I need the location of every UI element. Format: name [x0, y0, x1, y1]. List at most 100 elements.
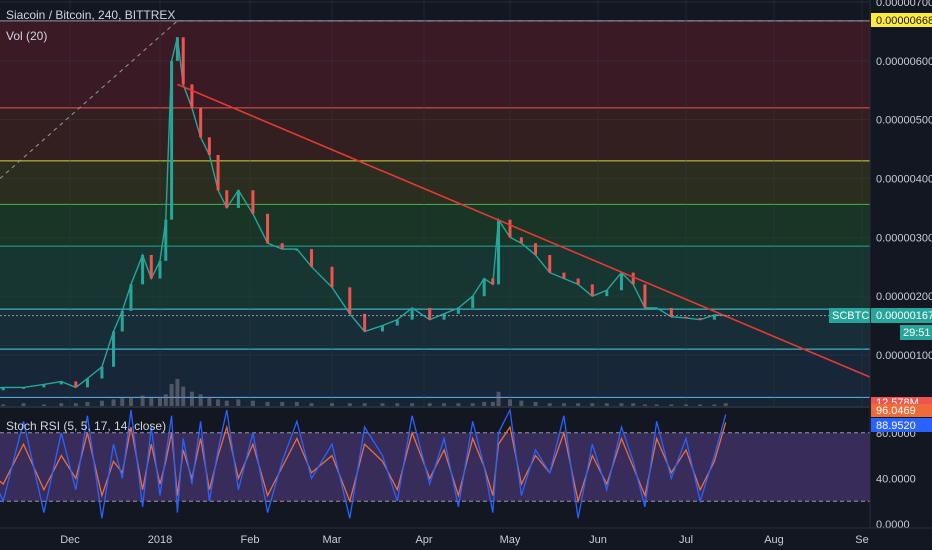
time-tick-label: Feb: [241, 534, 260, 546]
price-candle: [112, 331, 116, 367]
price-candle: [576, 278, 580, 285]
price-candle: [164, 219, 168, 261]
price-tick-label: 0.00000200: [876, 291, 932, 303]
rsi-d-tag: [871, 418, 932, 432]
price-candle: [442, 313, 446, 320]
volume-bar: [576, 403, 581, 407]
time-tick-label: Mar: [323, 534, 342, 546]
price-candle: [216, 154, 220, 191]
price-tick-label: 0.00000600: [876, 56, 932, 68]
time-tick-label: Se: [855, 534, 868, 546]
price-candle: [236, 190, 240, 208]
volume-bar: [294, 401, 299, 407]
volume-bar: [140, 395, 145, 407]
volume-bar: [395, 403, 400, 407]
price-candle: [456, 307, 460, 314]
fib-band: [0, 309, 870, 350]
volume-bar: [427, 403, 432, 407]
price-candle: [149, 254, 153, 279]
volume-bar: [250, 400, 255, 407]
volume-bar: [158, 396, 162, 407]
volume-bar: [619, 403, 624, 407]
price-tick-label: 0.00000100: [876, 350, 932, 362]
price-grid: [0, 0, 870, 528]
volume-bar: [189, 391, 194, 407]
symbol-tag-bg: [829, 308, 870, 323]
volume-bar: [265, 401, 270, 407]
volume-bar: [330, 403, 334, 407]
volume-bar: [547, 403, 552, 407]
price-candle: [175, 37, 179, 61]
high-price-label: 0.00000668: [876, 15, 932, 27]
volume-bar: [490, 401, 495, 407]
symbol-tag: SCBTC: [832, 310, 869, 322]
price-candle: [120, 310, 124, 332]
price-candle: [519, 237, 523, 244]
rsi-k-tag: [871, 404, 932, 417]
time-tick-label: Jul: [679, 534, 693, 546]
price-candle: [534, 243, 538, 255]
price-candle: [380, 325, 384, 332]
price-candle: [619, 272, 623, 291]
price-candle: [251, 190, 255, 214]
volume-bar: [163, 394, 168, 407]
fib-band: [0, 349, 870, 398]
volume-bar: [723, 403, 728, 407]
time-tick-label: May: [500, 534, 521, 546]
volume-bar: [59, 403, 64, 407]
volume-bar: [280, 401, 285, 407]
current-price-label: 0.00000167: [876, 310, 932, 322]
rsi-tick-label: 0.0000: [876, 519, 910, 531]
price-candle: [266, 213, 270, 244]
volume-bar: [128, 396, 133, 407]
volume-bar: [149, 398, 154, 407]
price-tick-label: 0.00000700: [876, 0, 932, 9]
fib-band: [0, 20, 870, 108]
time-axis-ticks[interactable]: Dec 2018 Feb Mar Apr May Jun Jul Aug Se: [60, 534, 869, 546]
price-candle: [631, 272, 635, 285]
price-tick-label: 0.00000500: [876, 115, 932, 127]
volume-bar: [309, 403, 314, 407]
price-candle: [181, 37, 185, 85]
volume-bar: [85, 401, 90, 407]
price-candle: [59, 381, 63, 385]
price-candle: [497, 219, 501, 285]
price-candle: [605, 290, 609, 297]
price-candle: [562, 272, 566, 279]
volume-bar: [181, 386, 186, 407]
price-candle: [395, 319, 399, 326]
volume-bar: [533, 401, 538, 407]
volume-indicator-title[interactable]: Vol (20): [6, 29, 48, 43]
price-candle: [508, 219, 512, 238]
price-candle: [590, 284, 594, 297]
price-candle: [471, 296, 475, 308]
price-candle: [85, 378, 89, 388]
volume-bar: [175, 379, 180, 407]
price-candle: [698, 317, 702, 320]
price-candle: [100, 366, 104, 379]
price-candle: [42, 384, 46, 388]
price-candle: [190, 84, 194, 108]
volume-bar: [410, 403, 415, 407]
price-candle: [410, 307, 414, 320]
symbol-title[interactable]: Siacoin / Bitcoin, 240, BITTREX: [6, 8, 176, 22]
price-candle: [310, 249, 313, 267]
rsi-k-value: 96.0469: [876, 405, 916, 417]
time-tick-label: Jun: [589, 534, 607, 546]
price-candle: [428, 307, 432, 320]
volume-bar: [470, 403, 475, 407]
volume-bar: [456, 403, 461, 407]
price-candle: [74, 381, 78, 388]
volume-bar: [482, 401, 487, 407]
volume-bar: [347, 403, 352, 407]
countdown-label: 29:51: [903, 327, 931, 339]
volume-bar: [362, 403, 367, 407]
current-price-tag: [871, 308, 932, 323]
stoch-rsi-title[interactable]: Stoch RSI (5, 5, 17, 14, close): [6, 419, 167, 433]
volume-bar: [631, 403, 636, 407]
price-candle: [669, 307, 673, 317]
time-tick-label: Apr: [415, 534, 432, 546]
volume-bar: [642, 404, 647, 407]
trend-line[interactable]: [177, 83, 874, 380]
